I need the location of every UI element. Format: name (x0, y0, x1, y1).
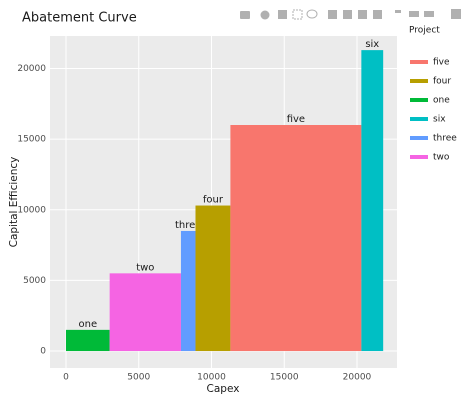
y-tick-label: 20000 (17, 64, 46, 74)
bar-label: three (175, 220, 201, 231)
bar (66, 329, 110, 352)
reset-icon[interactable] (373, 10, 382, 19)
hover-closest-icon[interactable] (409, 11, 419, 17)
x-tick-label: 20000 (343, 373, 372, 383)
legend-label: six (433, 115, 446, 125)
bar (230, 125, 362, 352)
bar-label: two (136, 262, 154, 273)
y-axis-title: Capital Efficiency (8, 157, 20, 248)
zoom-out-icon[interactable] (343, 10, 352, 19)
chart-title: Abatement Curve (22, 11, 137, 26)
pan-icon[interactable] (278, 10, 287, 19)
legend-title: Project (409, 26, 440, 36)
y-tick-label: 10000 (17, 205, 46, 215)
legend-label: three (433, 134, 457, 144)
x-tick-label: 0 (63, 373, 69, 383)
lasso-icon[interactable] (306, 9, 318, 19)
bar (180, 230, 196, 352)
x-axis-title: Capex (207, 383, 240, 395)
x-tick-label: 15000 (270, 373, 299, 383)
bar-label: six (365, 39, 379, 50)
y-tick-label: 5000 (23, 276, 46, 286)
bar (109, 273, 181, 352)
bar (361, 50, 384, 352)
bar-label: one (79, 319, 98, 330)
zoom-in-icon[interactable] (328, 10, 337, 19)
modebar[interactable] (240, 9, 461, 20)
spike-icon[interactable] (395, 10, 401, 13)
autoscale-icon[interactable] (358, 10, 367, 19)
select-icon[interactable] (292, 9, 303, 20)
y-tick-label: 15000 (17, 135, 46, 145)
bar-label: five (287, 114, 305, 125)
bar (195, 205, 231, 352)
zoom-icon[interactable] (260, 10, 270, 20)
plotly-logo[interactable] (451, 9, 461, 19)
y-tick-label: 0 (40, 347, 46, 357)
legend-label: five (433, 58, 450, 68)
x-tick-label: 5000 (127, 373, 150, 383)
legend-label: two (433, 153, 450, 163)
bar-label: four (203, 195, 224, 206)
camera-icon[interactable] (240, 11, 250, 19)
legend-label: four (433, 77, 451, 87)
legend-label: one (433, 96, 450, 106)
hover-compare-icon[interactable] (424, 11, 434, 17)
x-tick-label: 10000 (197, 373, 226, 383)
